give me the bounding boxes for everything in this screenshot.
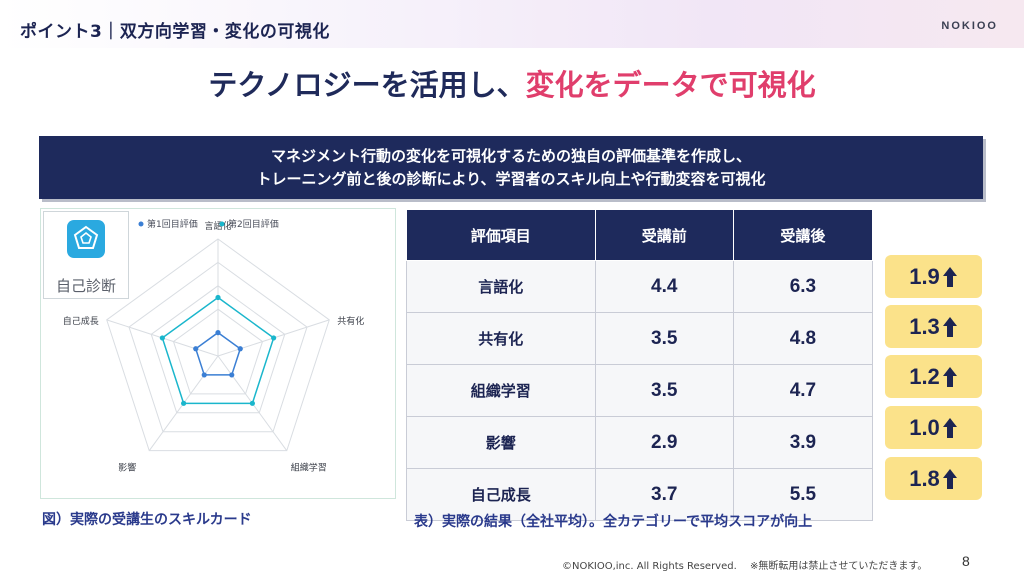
- up-arrow-icon: [942, 468, 957, 489]
- radar-point: [201, 372, 207, 378]
- row-before: 4.4: [594, 260, 734, 313]
- radar-axis-label: 影響: [118, 462, 136, 474]
- row-after: 4.7: [732, 364, 874, 417]
- copyright-notice: ©NOKIOO,inc. All Rights Reserved. ※無断転用は…: [562, 561, 928, 572]
- row-item: 自己成長: [406, 468, 596, 521]
- headline-accent: 変化をデータで可視化: [525, 68, 816, 102]
- improvement-value: 1.9: [909, 263, 940, 289]
- legend-marker-series-1: [138, 221, 144, 227]
- row-before: 3.5: [594, 364, 734, 417]
- row-item: 影響: [406, 416, 596, 469]
- radar-axis-label: 共有化: [337, 315, 364, 327]
- radar-point: [159, 335, 165, 341]
- row-item: 言語化: [406, 260, 596, 313]
- section-title: ポイント3｜双方向学習・変化の可視化: [20, 22, 330, 42]
- improvement-badge: 1.9: [885, 255, 982, 298]
- summary-banner: マネジメント行動の変化を可視化するための独自の評価基準を作成し、 トレーニング前…: [39, 136, 983, 199]
- table-row: 共有化 3.5 4.8: [406, 312, 874, 365]
- banner-line-2: トレーニング前と後の診断により、学習者のスキル向上や行動変容を可視化: [256, 170, 766, 188]
- improvement-badge: 1.8: [885, 457, 982, 500]
- table-row: 言語化 4.4 6.3: [406, 260, 874, 313]
- banner-line-1: マネジメント行動の変化を可視化するための独自の評価基準を作成し、: [270, 147, 751, 165]
- row-before: 3.7: [594, 468, 734, 521]
- legend-series-2: 第2回目評価: [228, 218, 279, 230]
- improvement-value: 1.3: [909, 313, 940, 339]
- radar-series-1: [194, 331, 242, 376]
- radar-axis-label: 自己成長: [63, 315, 99, 327]
- improvement-value: 1.8: [909, 465, 940, 491]
- header-after: 受講後: [732, 209, 874, 261]
- headline: テクノロジーを活用し、変化をデータで可視化: [0, 62, 1024, 104]
- card-caption: 図）実際の受講生のスキルカード: [42, 512, 252, 528]
- header-before: 受講前: [594, 209, 734, 261]
- row-after: 5.5: [732, 468, 874, 521]
- radar-point: [193, 346, 199, 352]
- page-number: 8: [962, 553, 970, 569]
- radar-grid-ring: [172, 308, 264, 395]
- row-after: 3.9: [732, 416, 874, 469]
- improvement-badge: 1.2: [885, 355, 982, 398]
- legend-series-1: 第1回目評価: [147, 218, 198, 230]
- self-diagnosis-badge: 自己診断: [43, 211, 129, 299]
- radar-point: [229, 372, 235, 378]
- improvement-value: 1.2: [909, 363, 940, 389]
- company-logo: NOKIOO: [941, 20, 998, 32]
- radar-series-2: [161, 296, 275, 405]
- legend-marker-series-2: [219, 221, 225, 227]
- table-row: 自己成長 3.7 5.5: [406, 468, 874, 521]
- row-after: 6.3: [732, 260, 874, 313]
- radar-axis-label: 組織学習: [291, 462, 327, 474]
- table-row: 影響 2.9 3.9: [406, 416, 874, 469]
- up-arrow-icon: [942, 366, 957, 387]
- radar-grid-ring: [128, 261, 308, 433]
- table-row: 組織学習 3.5 4.7: [406, 364, 874, 417]
- header-item: 評価項目: [406, 209, 596, 261]
- up-arrow-icon: [942, 266, 957, 287]
- radar-point: [215, 294, 221, 301]
- improvement-badge: 1.3: [885, 305, 982, 348]
- radar-grid-ring: [106, 238, 330, 452]
- row-before: 3.5: [594, 312, 734, 365]
- chart-legend: 第1回目評価 第2回目評価: [138, 218, 279, 230]
- row-before: 2.9: [594, 416, 734, 469]
- table-caption: 表）実際の結果（全社平均）。全カテゴリーで平均スコアが向上: [414, 514, 813, 530]
- improvement-value: 1.0: [909, 414, 940, 440]
- radar-grid-ring: [150, 285, 286, 414]
- radar-point: [215, 330, 221, 336]
- header-band: [0, 0, 1024, 48]
- headline-main: テクノロジーを活用し、: [208, 68, 526, 102]
- radar-point: [237, 346, 243, 352]
- radar-point: [249, 400, 255, 406]
- radar-axis-label: 言語化: [204, 220, 231, 232]
- table-header-row: 評価項目 受講前 受講後: [406, 209, 874, 261]
- radar-point: [271, 335, 277, 341]
- score-table: 評価項目 受講前 受講後 言語化 4.4 6.3 共有化 3.5 4.8 組織学…: [406, 209, 874, 521]
- row-item: 共有化: [406, 312, 596, 365]
- skill-card: 言語化共有化組織学習 影響 自己成長 第1回目評価 第2回目評価 自己診断: [40, 208, 396, 499]
- up-arrow-icon: [942, 316, 957, 337]
- row-after: 4.8: [732, 312, 874, 365]
- improvement-badge: 1.0: [885, 406, 982, 449]
- row-item: 組織学習: [406, 364, 596, 417]
- radar-point: [181, 400, 187, 406]
- pentagon-app-icon: [67, 220, 105, 258]
- self-diagnosis-label: 自己診断: [55, 277, 116, 295]
- up-arrow-icon: [942, 417, 957, 438]
